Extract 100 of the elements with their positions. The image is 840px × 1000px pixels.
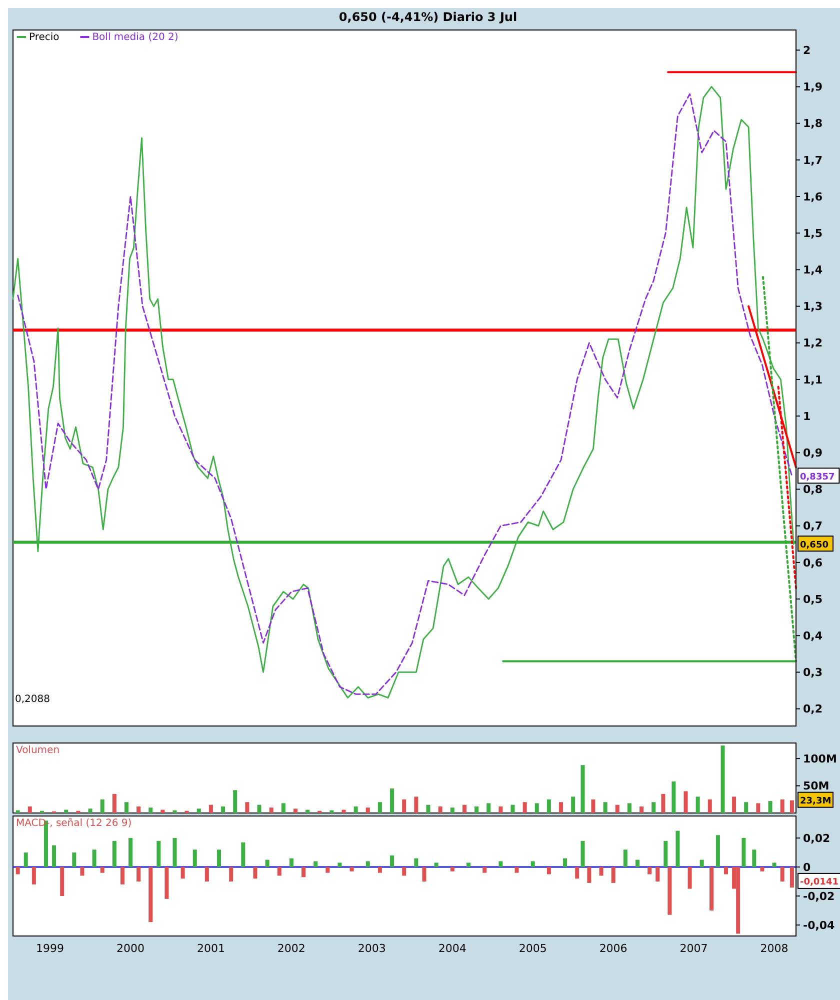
bar — [534, 803, 539, 813]
chart-title: 0,650 (-4,41%) Diario 3 Jul — [338, 10, 518, 24]
bar — [32, 867, 36, 884]
text: 0,8357 — [800, 472, 835, 482]
bar — [390, 855, 394, 868]
bar — [390, 788, 394, 813]
y-tick-label: -0,04 — [803, 918, 836, 932]
x-tick-label: 2006 — [599, 942, 628, 955]
bar — [208, 804, 213, 813]
bar — [790, 867, 794, 888]
bar — [768, 801, 772, 813]
bar — [623, 850, 628, 868]
bar — [522, 802, 527, 813]
bar — [414, 796, 418, 813]
y-tick-label: 1,9 — [803, 80, 822, 94]
y-tick-label: 50M — [803, 780, 830, 793]
bar — [192, 850, 197, 868]
bar — [60, 867, 64, 896]
x-tick-label: 2005 — [518, 942, 547, 955]
y-tick-label: -0,02 — [803, 890, 835, 903]
x-tick-label: 2003 — [358, 942, 386, 955]
bar — [627, 803, 632, 813]
x-tick-label: 1999 — [36, 942, 64, 955]
bar — [164, 867, 169, 899]
bar — [204, 867, 209, 882]
bar — [482, 867, 487, 873]
bar — [546, 867, 551, 874]
bar — [128, 838, 132, 868]
bar — [742, 838, 746, 868]
bar — [326, 867, 330, 873]
bar — [28, 806, 32, 813]
bar — [756, 803, 760, 813]
bar — [603, 802, 608, 813]
bar — [80, 867, 84, 876]
x-tick-label: 2004 — [438, 942, 466, 955]
bar — [366, 861, 370, 868]
bar — [587, 867, 592, 883]
x-tick-label: 2008 — [760, 942, 788, 955]
bar — [302, 867, 306, 878]
bar — [338, 862, 342, 868]
bar — [744, 802, 748, 813]
bar — [16, 810, 20, 813]
bar — [402, 867, 406, 876]
bar — [314, 861, 318, 868]
bar — [676, 830, 680, 868]
bar — [253, 867, 258, 879]
y-tick-label: 0,4 — [803, 629, 823, 642]
bar — [530, 861, 535, 868]
bar — [575, 867, 580, 879]
bar — [221, 806, 226, 813]
y-tick-label: 0,9 — [803, 446, 822, 460]
bar — [498, 806, 503, 813]
bar — [639, 806, 644, 813]
text: 23,3M — [800, 796, 832, 806]
y-tick-label: 1 — [803, 410, 811, 423]
y-tick-label: 0,5 — [803, 592, 822, 606]
bar — [599, 867, 604, 876]
bar — [571, 796, 576, 813]
bar — [156, 840, 161, 868]
bar — [92, 850, 96, 868]
bar — [277, 867, 282, 876]
bar — [426, 804, 430, 813]
bar — [474, 806, 479, 813]
bar — [350, 867, 354, 872]
y-tick-label: 1,3 — [803, 300, 822, 314]
bar — [289, 858, 294, 868]
bar — [330, 810, 334, 813]
y-tick-label: 1,1 — [803, 373, 822, 386]
bar — [281, 803, 286, 813]
bar — [700, 860, 704, 868]
y-tick-label: 0 — [803, 860, 811, 874]
annotation: 0,2088 — [15, 694, 50, 705]
bar — [245, 802, 250, 813]
bar — [498, 861, 503, 868]
bar — [24, 852, 28, 868]
bar — [656, 867, 660, 882]
bar — [136, 806, 141, 813]
bar — [546, 799, 551, 813]
bar — [684, 791, 688, 813]
y-tick-label: 0,2 — [803, 702, 822, 716]
bar — [724, 867, 728, 874]
x-tick-label: 2001 — [196, 942, 225, 955]
bar — [591, 799, 596, 813]
bar — [269, 808, 274, 813]
bar — [708, 799, 712, 813]
bar — [422, 867, 426, 882]
bar — [100, 867, 104, 873]
bar — [710, 867, 714, 910]
bar — [580, 840, 585, 868]
bar — [378, 802, 382, 813]
bar — [466, 862, 470, 868]
text: -0,0141 — [800, 878, 838, 888]
bar — [611, 867, 616, 883]
bar — [257, 804, 262, 813]
y-tick-label: 1,8 — [803, 117, 822, 130]
bar — [438, 806, 442, 813]
bar — [664, 840, 668, 868]
bar — [293, 808, 298, 813]
bar — [696, 796, 700, 813]
y-tick-label: 1,6 — [803, 190, 823, 204]
